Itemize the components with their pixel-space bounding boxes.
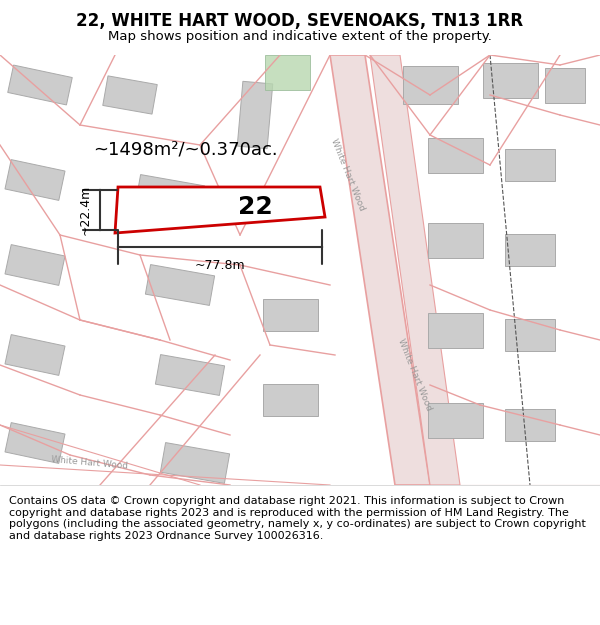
Bar xyxy=(403,66,458,104)
Bar xyxy=(5,422,65,463)
Bar xyxy=(8,65,72,105)
Text: White Hart Wood: White Hart Wood xyxy=(397,338,434,412)
Bar xyxy=(136,174,205,216)
Bar xyxy=(427,222,482,258)
Bar xyxy=(505,319,555,351)
Text: 22, WHITE HART WOOD, SEVENOAKS, TN13 1RR: 22, WHITE HART WOOD, SEVENOAKS, TN13 1RR xyxy=(76,12,524,30)
Bar xyxy=(263,299,317,331)
Bar xyxy=(505,234,555,266)
Bar xyxy=(263,384,317,416)
Bar xyxy=(427,138,482,172)
Bar xyxy=(505,149,555,181)
Bar xyxy=(103,76,157,114)
Text: White Hart Wood: White Hart Wood xyxy=(51,455,129,471)
Text: ~22.4m: ~22.4m xyxy=(79,185,92,235)
Bar xyxy=(155,354,224,396)
Polygon shape xyxy=(115,187,325,233)
Bar xyxy=(427,402,482,437)
Bar xyxy=(145,264,215,306)
Bar xyxy=(482,62,538,98)
Text: 22: 22 xyxy=(238,195,272,219)
Text: Contains OS data © Crown copyright and database right 2021. This information is : Contains OS data © Crown copyright and d… xyxy=(9,496,586,541)
Bar xyxy=(5,159,65,201)
Text: ~77.8m: ~77.8m xyxy=(194,259,245,272)
Text: White Hart Wood: White Hart Wood xyxy=(329,138,367,212)
Bar xyxy=(5,334,65,376)
Bar xyxy=(545,68,585,102)
Bar xyxy=(160,442,230,483)
Text: ~1498m²/~0.370ac.: ~1498m²/~0.370ac. xyxy=(92,141,277,159)
Bar xyxy=(237,81,273,149)
Text: Map shows position and indicative extent of the property.: Map shows position and indicative extent… xyxy=(108,30,492,43)
Bar xyxy=(427,312,482,348)
Bar xyxy=(5,244,65,286)
Polygon shape xyxy=(330,55,430,485)
Polygon shape xyxy=(265,55,310,90)
Bar xyxy=(505,409,555,441)
Polygon shape xyxy=(370,55,460,485)
